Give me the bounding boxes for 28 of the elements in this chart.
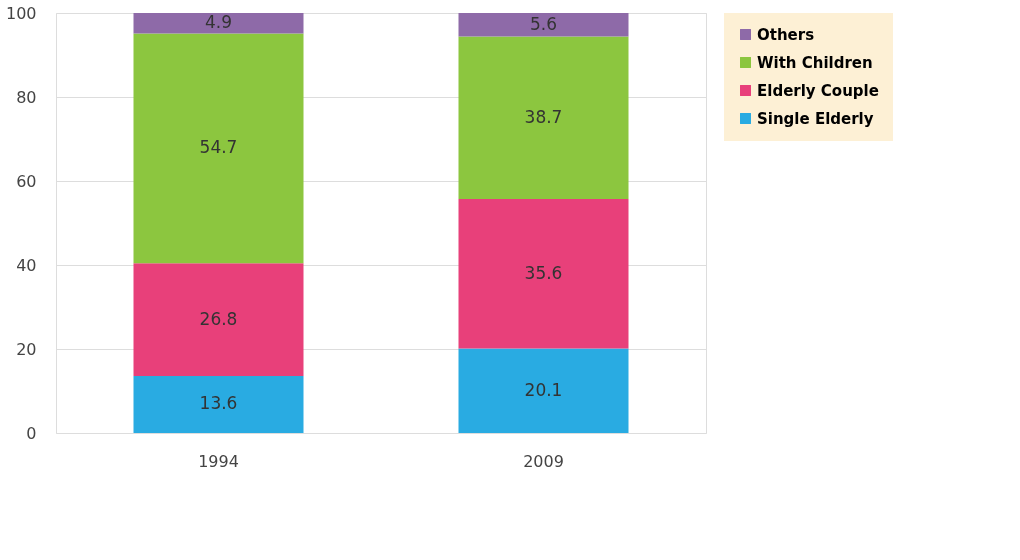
bar	[133, 33, 304, 264]
data-label: 38.7	[524, 106, 563, 127]
data-label: 35.6	[524, 262, 563, 283]
bar	[458, 199, 629, 349]
bar	[133, 375, 304, 433]
y-tick-label: 80	[16, 87, 37, 107]
data-label: 5.6	[529, 13, 558, 34]
x-tick-label: 2009	[523, 451, 564, 471]
legend-label: With Children	[757, 53, 873, 72]
data-label: 13.6	[199, 393, 238, 414]
y-tick-label: 0	[26, 423, 37, 443]
y-tick-label: 60	[16, 171, 37, 191]
data-label: 4.9	[204, 12, 233, 33]
x-tick-label: 1994	[198, 451, 239, 471]
bar	[458, 36, 629, 200]
legend-label: Others	[757, 25, 815, 44]
y-tick-label: 100	[5, 3, 37, 23]
y-tick-label: 40	[16, 255, 37, 275]
legend-label: Elderly Couple	[757, 81, 879, 100]
data-label: 54.7	[199, 137, 238, 158]
legend-label: Single Elderly	[757, 109, 874, 128]
bar	[133, 263, 304, 376]
y-tick-label: 20	[16, 339, 37, 359]
bar	[458, 348, 629, 433]
bar	[133, 13, 304, 34]
data-label: 20.1	[524, 379, 563, 400]
bar	[458, 13, 629, 37]
data-label: 26.8	[199, 308, 238, 329]
